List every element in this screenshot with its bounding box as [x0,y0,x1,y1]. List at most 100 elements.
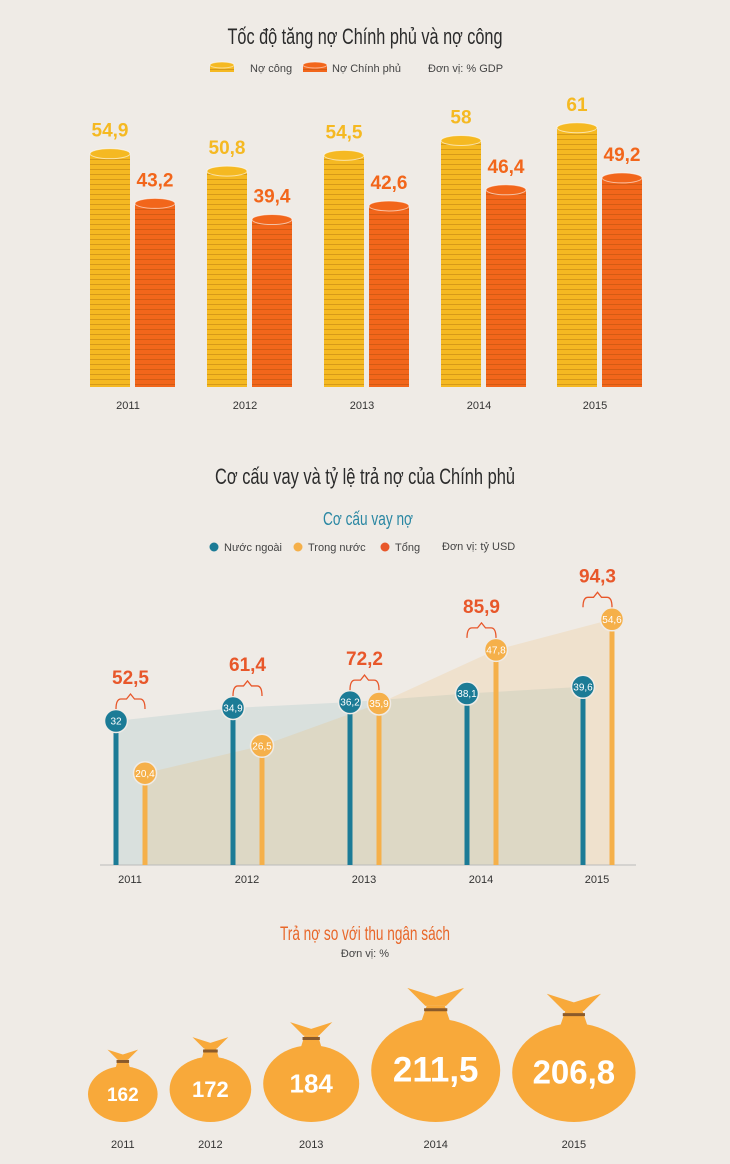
legend-label: Nước ngoài [224,542,282,554]
value-label: 211,5 [393,1051,479,1090]
stick [347,702,353,865]
stick [609,619,615,865]
bar-top [134,197,176,209]
bar [252,219,292,387]
stick [113,721,119,865]
value-label: 47,8 [486,646,506,657]
value-label: 52,5 [112,668,149,689]
x-tick-label: 2012 [233,400,257,412]
x-tick-label: 2013 [352,874,376,886]
bag-knot [290,1022,333,1036]
marker [337,689,363,715]
bar-top [556,122,598,134]
chart-subtitle: Cơ cấu vay nợ [323,509,413,529]
x-tick-label: 2013 [350,400,374,412]
bar [207,171,247,387]
bag [169,1056,252,1122]
legend-label: Nợ công [250,63,292,75]
x-tick-label: 2012 [235,874,259,886]
bag-knot [107,1049,139,1060]
bag-knot [192,1037,229,1049]
value-label: 49,2 [604,145,641,166]
chart-title: Cơ cấu vay và tỷ lệ trả nợ của Chính phủ [215,464,515,489]
value-label: 54,9 [92,121,129,142]
bar [135,203,175,387]
stick [230,707,236,865]
bar-top [89,148,131,160]
bar-top [323,149,365,161]
value-label: 206,8 [533,1053,616,1090]
chart-subtitle: Đơn vị: % [341,948,389,960]
x-tick-label: 2011 [118,874,142,886]
x-tick-label: 2014 [469,874,493,886]
value-label: 61,4 [229,655,266,676]
x-tick-label: 2014 [423,1139,447,1151]
total-bracket [232,679,263,696]
value-label: 85,9 [463,597,500,618]
bar-top [251,214,293,226]
chart-title: Tốc độ tăng nợ Chính phủ và nợ công [228,24,503,49]
value-label: 32 [110,717,122,728]
x-tick-label: 2011 [116,400,140,412]
stick [464,693,470,865]
value-label: 54,6 [602,615,622,626]
total-bracket [115,692,146,710]
legend-swatch [209,542,219,552]
x-tick-label: 2014 [467,400,491,412]
bar [486,189,526,387]
value-label: 26,5 [252,741,272,752]
value-label: 54,5 [326,122,363,143]
bar [369,205,409,387]
bar-top [368,200,410,212]
value-label: 20,4 [135,769,155,780]
legend-swatch [380,542,390,552]
x-tick-label: 2015 [583,400,607,412]
legend-label: Tổng [395,542,420,554]
bag [88,1066,158,1123]
stick [259,745,265,865]
value-label: 50,8 [209,138,246,159]
bar-top [485,184,527,196]
value-label: 72,2 [346,649,383,670]
value-label: 39,6 [573,682,593,693]
bar [441,140,481,387]
legend-label: Nợ Chính phủ [332,63,401,75]
bag [512,1023,636,1122]
value-label: 42,6 [371,173,408,194]
bag [371,1018,501,1122]
legend-swatch [293,542,303,552]
value-label: 172 [192,1077,229,1102]
value-label: 46,4 [488,157,525,178]
marker [366,691,392,716]
total-bracket [349,674,380,691]
x-tick-label: 2012 [198,1139,222,1151]
total-bracket [582,591,613,608]
legend-label: Trong nước [308,542,366,554]
legend-swatch [209,61,235,69]
bag-knot [546,993,602,1011]
value-label: 58 [450,108,471,129]
marker [132,760,158,786]
value-label: 38,1 [457,689,477,700]
bar-top [440,135,482,146]
marker [483,637,509,663]
bag [263,1045,360,1122]
marker [599,607,625,632]
legend-swatch [302,61,328,69]
marker [570,674,596,700]
marker [220,695,246,721]
bar-top [601,172,643,184]
value-label: 61 [566,95,588,116]
stick [142,773,148,865]
chart-title: Trả nợ so với thu ngân sách [280,924,450,945]
x-tick-label: 2015 [562,1139,586,1151]
x-tick-label: 2015 [585,874,609,886]
x-tick-label: 2013 [299,1139,323,1151]
bar [324,155,364,387]
bar [602,177,642,387]
bar-top [206,165,248,177]
marker [454,681,480,706]
value-label: 35,9 [369,699,389,710]
value-label: 36,2 [340,698,360,709]
